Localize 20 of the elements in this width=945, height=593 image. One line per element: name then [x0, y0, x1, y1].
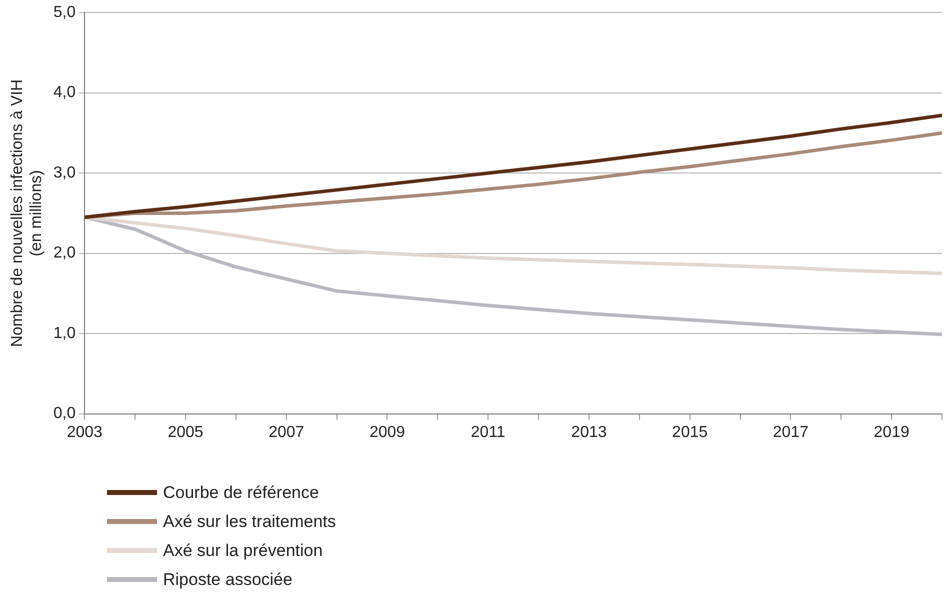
x-tick-label: 2017 [772, 424, 809, 441]
y-tick-label: 3,0 [53, 164, 76, 182]
legend-label: Riposte associée [163, 570, 292, 590]
y-tick-label: 0,0 [53, 405, 76, 422]
legend-label: Axé sur la prévention [163, 540, 323, 560]
y-tick-label: 2,0 [53, 244, 76, 262]
x-tick-label: 2019 [874, 424, 910, 441]
x-tick-label: 2009 [369, 424, 406, 441]
x-tick-label: 2015 [672, 424, 708, 441]
x-tick-label: 2003 [66, 424, 103, 441]
y-tick-label: 4,0 [53, 84, 76, 102]
x-tick-label: 2005 [168, 424, 204, 441]
x-tick-label: 2007 [268, 424, 304, 441]
legend-label: Courbe de référence [163, 482, 319, 502]
legend-label: Axé sur les traitements [163, 512, 336, 532]
x-tick-label: 2013 [571, 424, 607, 441]
x-tick-label: 2011 [470, 424, 506, 441]
y-axis-title: Nombre de nouvelles infections à VIH (en millions) [9, 79, 46, 348]
y-tick-label: 1,0 [53, 324, 76, 342]
y-tick-label: 5,0 [53, 4, 76, 22]
